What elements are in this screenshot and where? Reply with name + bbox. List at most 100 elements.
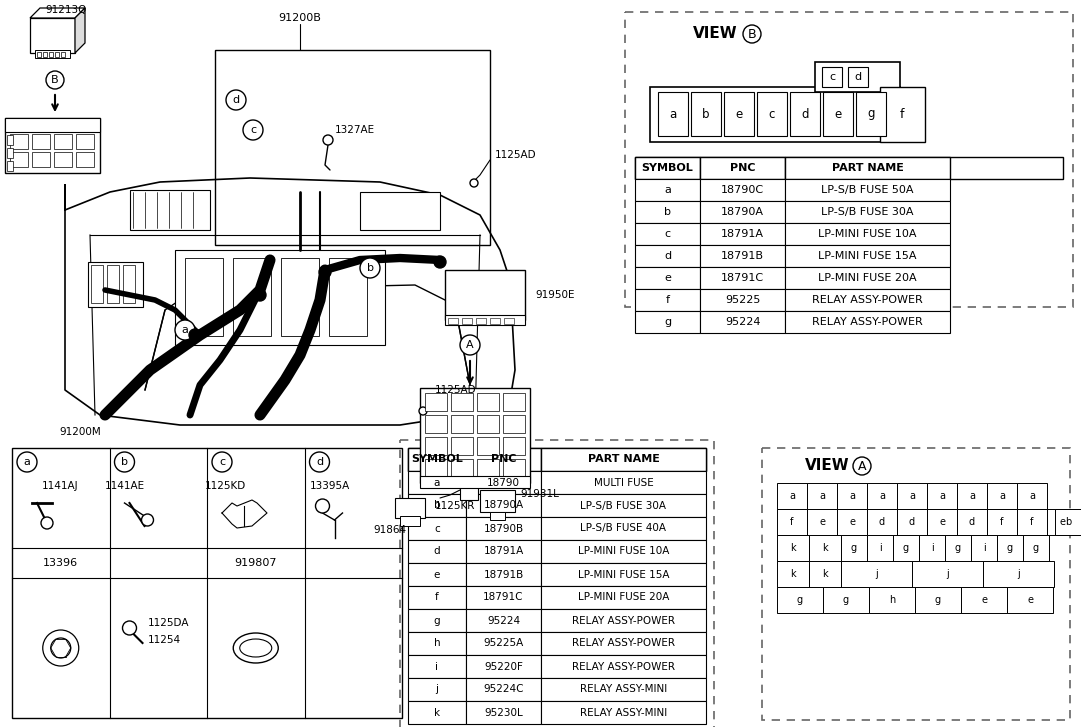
- Text: B: B: [748, 28, 757, 41]
- Text: j: j: [876, 569, 878, 579]
- Bar: [540, 517, 706, 540]
- Text: h: h: [889, 595, 895, 605]
- Bar: [971, 535, 997, 561]
- Bar: [700, 311, 785, 333]
- Bar: [35, 50, 70, 58]
- Text: j: j: [946, 569, 949, 579]
- Circle shape: [309, 452, 330, 472]
- Bar: [400, 440, 713, 727]
- Bar: [961, 587, 1007, 613]
- Bar: [945, 535, 971, 561]
- Bar: [808, 483, 837, 509]
- Bar: [841, 535, 867, 561]
- Text: g: g: [851, 543, 857, 553]
- Bar: [635, 289, 700, 311]
- Text: e: e: [939, 517, 945, 527]
- Bar: [700, 267, 785, 289]
- Text: e: e: [849, 517, 855, 527]
- Text: 13395A: 13395A: [309, 481, 349, 491]
- Bar: [848, 67, 868, 87]
- Bar: [1055, 509, 1081, 535]
- Text: 95224: 95224: [486, 616, 520, 625]
- Text: 18790C: 18790C: [721, 185, 764, 195]
- Bar: [490, 318, 501, 324]
- Bar: [540, 586, 706, 609]
- Bar: [785, 289, 950, 311]
- Bar: [88, 262, 143, 307]
- Text: a: a: [182, 325, 188, 335]
- Text: a: a: [24, 457, 30, 467]
- Bar: [281, 258, 319, 336]
- Text: a: a: [669, 108, 677, 121]
- Text: a: a: [664, 185, 671, 195]
- Bar: [408, 517, 466, 540]
- Text: g: g: [797, 595, 803, 605]
- Bar: [635, 223, 700, 245]
- Bar: [785, 245, 950, 267]
- Text: d: d: [232, 95, 240, 105]
- Text: d: d: [433, 547, 440, 556]
- Text: VIEW: VIEW: [804, 459, 850, 473]
- Text: g: g: [955, 543, 961, 553]
- Bar: [700, 157, 785, 179]
- Text: e: e: [433, 569, 440, 579]
- Text: j: j: [436, 685, 439, 694]
- Text: a: a: [939, 491, 945, 501]
- Bar: [635, 245, 700, 267]
- Bar: [504, 318, 513, 324]
- Bar: [724, 92, 755, 136]
- Bar: [6, 135, 13, 145]
- Text: e: e: [735, 108, 743, 121]
- Bar: [915, 587, 961, 613]
- Circle shape: [115, 452, 134, 472]
- Text: LP-S/B FUSE 50A: LP-S/B FUSE 50A: [822, 185, 913, 195]
- Bar: [777, 483, 808, 509]
- Text: e: e: [980, 595, 987, 605]
- Text: d: d: [969, 517, 975, 527]
- Polygon shape: [30, 8, 85, 18]
- Bar: [837, 509, 867, 535]
- Circle shape: [360, 258, 381, 278]
- Text: 91213Q: 91213Q: [45, 5, 86, 15]
- Bar: [448, 318, 458, 324]
- Text: 18791B: 18791B: [721, 251, 764, 261]
- Text: B: B: [51, 75, 58, 85]
- Text: j: j: [1017, 569, 1019, 579]
- Bar: [445, 315, 525, 325]
- Bar: [6, 148, 13, 158]
- Bar: [540, 471, 706, 494]
- Text: PNC: PNC: [491, 454, 517, 465]
- Text: f: f: [1000, 517, 1003, 527]
- Bar: [466, 517, 540, 540]
- Text: a: a: [909, 491, 915, 501]
- Text: b: b: [703, 108, 710, 121]
- Bar: [1007, 587, 1053, 613]
- Bar: [700, 223, 785, 245]
- Bar: [130, 190, 210, 230]
- Bar: [360, 192, 440, 230]
- Bar: [5, 118, 101, 132]
- Text: 13396: 13396: [43, 558, 78, 568]
- Bar: [837, 483, 867, 509]
- Text: 91200M: 91200M: [59, 427, 101, 437]
- Text: MULTI FUSE: MULTI FUSE: [593, 478, 653, 488]
- Circle shape: [43, 630, 79, 666]
- Bar: [30, 18, 75, 53]
- Bar: [540, 632, 706, 655]
- Bar: [408, 678, 466, 701]
- Bar: [700, 245, 785, 267]
- Bar: [635, 311, 700, 333]
- Text: RELAY ASSY-POWER: RELAY ASSY-POWER: [572, 662, 675, 672]
- Bar: [700, 179, 785, 201]
- Circle shape: [433, 256, 446, 268]
- Bar: [6, 161, 13, 171]
- Text: a: a: [969, 491, 975, 501]
- Bar: [808, 509, 837, 535]
- Bar: [476, 318, 486, 324]
- Text: d: d: [664, 251, 671, 261]
- Text: VIEW: VIEW: [693, 26, 737, 41]
- Bar: [540, 563, 706, 586]
- Text: LP-MINI FUSE 15A: LP-MINI FUSE 15A: [818, 251, 917, 261]
- Bar: [1017, 509, 1047, 535]
- Bar: [809, 561, 841, 587]
